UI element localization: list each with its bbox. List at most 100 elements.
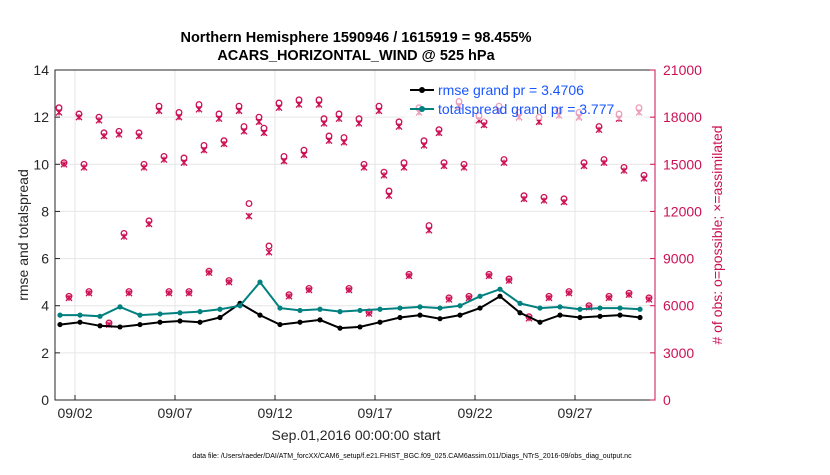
series-rmse-point-29 xyxy=(637,314,643,321)
series-rmse-point-0 xyxy=(57,321,63,328)
obs-assimilated-marker-16 xyxy=(160,156,168,164)
series-totalspread-point-0 xyxy=(57,312,63,318)
obs-assimilated-marker-79 xyxy=(580,162,588,170)
series-rmse-point-1 xyxy=(77,319,83,325)
obs-assimilated-marker-83 xyxy=(605,294,613,302)
series-totalspread-point-25 xyxy=(557,304,563,310)
obs-assimilated-marker-25 xyxy=(220,140,228,148)
obs-assimilated-marker-76 xyxy=(560,198,568,206)
series-totalspread-point-17 xyxy=(397,305,403,311)
chart-title-line2: ACARS_HORIZONTAL_WIND @ 525 hPa xyxy=(217,48,495,64)
series-totalspread-point-8 xyxy=(217,306,223,312)
obs-assimilated-marker-57 xyxy=(435,129,443,137)
obs-assimilated-marker-85 xyxy=(620,167,628,175)
obs-assimilated-marker-6 xyxy=(95,116,103,124)
series-rmse-point-19 xyxy=(437,316,443,322)
obs-assimilated-marker-14 xyxy=(145,220,153,228)
obs-assimilated-marker-2 xyxy=(65,294,73,302)
y-left-tick-label-1: 2 xyxy=(41,345,49,361)
obs-assimilated-marker-53 xyxy=(405,272,413,280)
obs-assimilated-marker-65 xyxy=(485,272,493,280)
series-rmse-point-27 xyxy=(597,313,603,319)
y-left-tick-label-2: 4 xyxy=(41,298,49,314)
obs-assimilated-marker-20 xyxy=(185,289,193,297)
obs-assimilated-marker-15 xyxy=(155,107,163,115)
obs-assimilated-marker-56 xyxy=(425,226,433,234)
obs-assimilated-marker-44 xyxy=(345,286,353,294)
series-totalspread-point-28 xyxy=(617,305,623,311)
series-rmse-point-8 xyxy=(217,314,223,321)
obs-assimilated-marker-74 xyxy=(545,294,553,302)
series-totalspread-point-13 xyxy=(317,306,323,312)
series-totalspread-point-12 xyxy=(297,307,303,314)
obs-assimilated-marker-38 xyxy=(305,286,313,294)
series-rmse-point-22 xyxy=(497,293,503,299)
series-rmse-point-21 xyxy=(477,305,483,311)
x-tick-label-0: 09/02 xyxy=(57,405,92,421)
obs-assimilated-marker-58 xyxy=(440,162,448,170)
obs-assimilated-marker-9 xyxy=(115,130,123,138)
obs-assimilated-marker-55 xyxy=(420,141,428,149)
obs-assimilated-marker-5 xyxy=(85,289,93,297)
y-axis-right-label: # of obs: o=possible; ×=assimilated xyxy=(709,125,725,344)
y-left-tick-label-7: 14 xyxy=(33,62,49,78)
obs-assimilated-marker-21 xyxy=(195,105,203,113)
obs-assimilated-marker-61 xyxy=(460,163,468,171)
x-tick-label-1: 09/07 xyxy=(157,405,192,421)
legend-box xyxy=(405,80,645,120)
x-tick-label-3: 09/17 xyxy=(357,405,392,421)
obs-assimilated-marker-59 xyxy=(445,295,453,303)
obs-assimilated-marker-64 xyxy=(480,121,488,129)
series-rmse-point-16 xyxy=(377,319,383,325)
legend-rmse-label: rmse grand pr = 3.4706 xyxy=(438,82,584,98)
obs-assimilated-marker-4 xyxy=(80,163,88,171)
y-right-tick-label-3: 9000 xyxy=(663,251,694,267)
series-totalspread-point-20 xyxy=(457,303,463,309)
series-totalspread-point-15 xyxy=(357,307,363,314)
obs-assimilated-marker-35 xyxy=(285,292,293,300)
legend-rmse-marker xyxy=(419,87,425,93)
legend-spread-marker xyxy=(419,106,425,112)
series-layer xyxy=(57,279,643,331)
series-rmse-point-3 xyxy=(117,324,123,330)
series-rmse-point-17 xyxy=(397,314,403,321)
series-rmse-point-20 xyxy=(457,312,463,318)
obs-assimilated-marker-46 xyxy=(360,163,368,171)
y-right-tick-label-4: 12000 xyxy=(663,203,702,219)
obs-assimilated-marker-12 xyxy=(135,132,143,140)
series-totalspread-point-3 xyxy=(117,304,123,310)
series-totalspread-point-11 xyxy=(277,305,283,311)
obs-assimilated-marker-88 xyxy=(640,174,648,182)
obs-possible-marker-29 xyxy=(245,200,253,208)
obs-assimilated-marker-36 xyxy=(295,101,303,109)
obs-assimilated-marker-0 xyxy=(55,108,63,116)
obs-assimilated-marker-18 xyxy=(175,113,183,121)
series-totalspread-point-23 xyxy=(517,300,523,306)
series-totalspread-point-16 xyxy=(377,306,383,312)
series-rmse-point-6 xyxy=(177,318,183,324)
obs-assimilated-marker-1 xyxy=(60,160,68,168)
series-rmse-point-13 xyxy=(317,317,323,323)
series-totalspread-point-2 xyxy=(97,313,103,319)
obs-assimilated-marker-73 xyxy=(540,196,548,204)
obs-assimilated-marker-89 xyxy=(645,295,653,303)
series-totalspread-point-4 xyxy=(137,312,143,318)
x-axis-label: Sep.01,2016 00:00:00 start xyxy=(272,427,441,443)
series-totalspread-point-1 xyxy=(77,312,83,318)
series-totalspread-point-7 xyxy=(197,309,203,315)
series-totalspread-point-5 xyxy=(157,311,163,317)
series-rmse-point-12 xyxy=(297,319,303,325)
y-axis-right: 0 3000 6000 9000 12000 15000 18000 21000 xyxy=(650,62,702,408)
y-right-tick-label-5: 15000 xyxy=(663,156,702,172)
x-tick-label-2: 09/12 xyxy=(257,405,292,421)
obs-assimilated-marker-34 xyxy=(280,157,288,165)
obs-assimilated-marker-23 xyxy=(205,269,213,277)
obs-assimilated-marker-51 xyxy=(395,123,403,131)
obs-assimilated-marker-27 xyxy=(235,107,243,115)
x-tick-label-5: 09/27 xyxy=(557,405,592,421)
obs-assimilated-marker-68 xyxy=(505,277,513,285)
obs-assimilated-marker-19 xyxy=(180,159,188,167)
obs-assimilated-marker-77 xyxy=(565,289,573,297)
series-totalspread-point-24 xyxy=(537,305,543,311)
